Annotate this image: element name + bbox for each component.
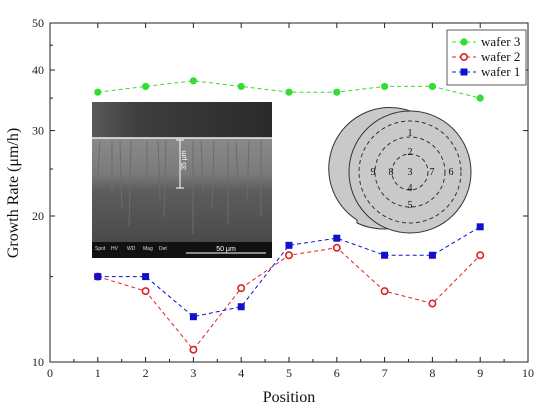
data-point [476,223,484,231]
legend-label: wafer 3 [481,34,520,49]
wafer-position-label: 2 [408,147,413,158]
data-point [237,82,245,91]
sem-streak [97,140,101,176]
wafer-position-label: 3 [408,167,413,178]
wafer-position-label: 9 [371,167,376,178]
sem-info-text: Spot [95,246,106,252]
data-point [476,251,485,260]
data-point [142,82,150,91]
sem-info-text: Mag [143,246,153,252]
sem-streak [200,140,204,192]
wafer-position-label: 6 [449,167,454,178]
data-point [237,303,245,311]
data-point [94,273,102,281]
legend-marker [460,38,468,46]
x-tick-label: 9 [477,366,483,380]
x-tick-label: 3 [190,366,196,380]
data-point [189,345,198,354]
sem-info-text: Det [159,246,167,252]
data-point [428,82,436,91]
legend-marker [459,52,468,61]
data-point [189,77,197,85]
data-point [381,82,389,91]
sem-streak [157,140,161,201]
y-tick-label: 40 [32,63,44,77]
sem-streak [246,140,250,200]
series-markers [93,77,485,354]
wafer-diagram-inset: 1 2 3 4 5 6 7 8 9 [328,107,472,234]
y-axis-title: Growth Rate (μm/h) [5,128,22,258]
sem-info-text: WD [127,246,136,252]
data-point [284,251,293,260]
x-tick-label: 0 [47,366,53,380]
sem-scale-label: 50 μm [216,246,236,253]
data-point [428,299,437,308]
sem-streak [163,140,167,218]
wafer-position-label: 7 [430,167,435,178]
sem-streak [235,140,239,183]
x-tick-label: 1 [95,366,101,380]
axis-tick-labels: 0 1 2 3 4 5 6 7 8 9 10 10 20 30 40 50 [32,16,534,380]
data-point [332,243,341,252]
data-point [476,94,484,102]
y-tick-label: 30 [32,124,44,138]
wafer-position-label: 8 [389,167,394,178]
sem-thickness-label: 35 μm [181,150,188,170]
data-point [142,273,150,281]
x-tick-label: 6 [334,366,340,380]
x-tick-label: 10 [522,366,534,380]
data-point [333,234,341,242]
series-line [97,247,481,351]
axis-ticks [49,22,529,363]
data-point [237,284,246,293]
y-tick-label: 50 [32,16,44,30]
y-tick-label: 20 [32,209,44,223]
wafer-position-label: 1 [408,128,413,139]
legend-marker [460,68,468,76]
sem-info-text: HV [111,246,119,252]
sem-streak [211,140,215,209]
data-point [285,241,293,249]
x-tick-label: 4 [238,366,244,380]
data-point [189,313,197,321]
legend-label: wafer 2 [481,49,520,64]
x-tick-label: 8 [429,366,435,380]
sem-info-bar: Spot HV WD Mag Det [95,246,167,252]
data-point [381,251,389,259]
sem-streak [119,140,123,210]
x-axis-title: Position [263,389,315,406]
x-tick-label: 7 [382,366,388,380]
legend-label: wafer 1 [481,64,520,79]
data-point [94,88,102,96]
wafer-position-label: 5 [408,200,413,211]
data-point [285,88,293,96]
series-line [97,226,481,318]
x-tick-label: 2 [143,366,149,380]
x-tick-label: 5 [286,366,292,380]
data-point [428,251,436,259]
wafer-position-label: 4 [408,183,413,194]
sem-streak [128,140,132,227]
data-point [141,287,150,296]
sem-image-inset: 35 μm Spot HV WD Mag Det 50 μm [92,102,272,258]
data-point [333,88,341,96]
y-tick-label: 10 [32,355,44,369]
data-point [380,287,389,296]
